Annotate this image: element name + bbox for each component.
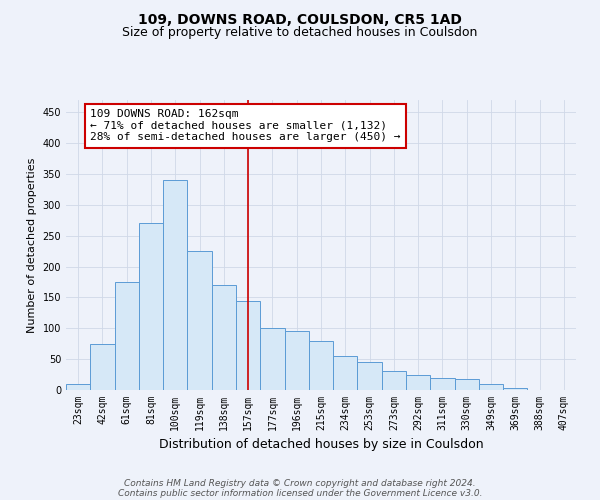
Y-axis label: Number of detached properties: Number of detached properties [27, 158, 37, 332]
Bar [163, 180, 187, 390]
Bar [90, 344, 115, 390]
Bar [503, 388, 527, 390]
Text: Contains HM Land Registry data © Crown copyright and database right 2024.: Contains HM Land Registry data © Crown c… [124, 478, 476, 488]
Bar [382, 372, 406, 390]
Bar [187, 251, 212, 390]
Text: Size of property relative to detached houses in Coulsdon: Size of property relative to detached ho… [122, 26, 478, 39]
Text: 109, DOWNS ROAD, COULSDON, CR5 1AD: 109, DOWNS ROAD, COULSDON, CR5 1AD [138, 12, 462, 26]
Bar [479, 384, 503, 390]
Text: Contains public sector information licensed under the Government Licence v3.0.: Contains public sector information licen… [118, 488, 482, 498]
X-axis label: Distribution of detached houses by size in Coulsdon: Distribution of detached houses by size … [158, 438, 484, 452]
Bar [430, 378, 455, 390]
Bar [139, 224, 163, 390]
Bar [66, 384, 90, 390]
Bar [358, 362, 382, 390]
Bar [309, 340, 333, 390]
Bar [212, 285, 236, 390]
Bar [115, 282, 139, 390]
Bar [333, 356, 358, 390]
Bar [406, 374, 430, 390]
Bar [284, 332, 309, 390]
Bar [236, 300, 260, 390]
Bar [260, 328, 284, 390]
Bar [455, 379, 479, 390]
Text: 109 DOWNS ROAD: 162sqm
← 71% of detached houses are smaller (1,132)
28% of semi-: 109 DOWNS ROAD: 162sqm ← 71% of detached… [90, 110, 401, 142]
